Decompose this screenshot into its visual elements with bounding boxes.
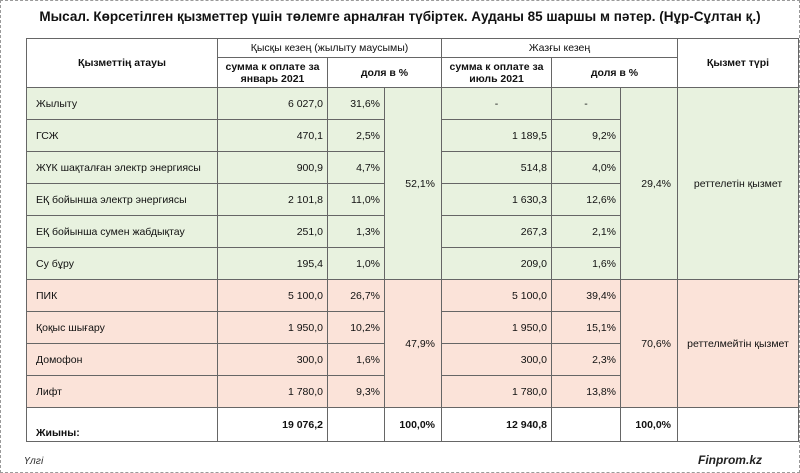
row-sum-jan: 1 780,0 [217, 375, 328, 408]
regulated-share-jan-total: 52,1% [383, 87, 443, 280]
header-winter-period: Қысқы кезең (жылыту маусымы) [216, 38, 443, 58]
total-row: Жиыны: 19 076,2 100,0% 12 940,8 100,0% [26, 407, 800, 442]
row-sum-jan: 195,4 [217, 247, 328, 280]
header-service-name: Қызметтің атауы [26, 38, 218, 88]
total-empty-cell [327, 407, 385, 442]
row-name: Су бұру [26, 247, 218, 280]
header-sum-jul: сумма к оплате за июль 2021 [441, 57, 553, 88]
row-share-jan: 2,5% [327, 119, 385, 152]
row-name: ЖҮК шақталған электр энергиясы [26, 151, 218, 184]
row-share-jul: 1,6% [551, 247, 622, 280]
row-sum-jan: 2 101,8 [217, 183, 328, 216]
row-sum-jan: 900,9 [217, 151, 328, 184]
row-name: ЕҚ бойынша сумен жабдықтау [26, 215, 218, 248]
row-sum-jan: 470,1 [217, 119, 328, 152]
row-share-jan: 9,3% [327, 375, 385, 408]
row-share-jan: 31,6% [327, 87, 385, 120]
unregulated-service-type: реттелмейтін қызмет [677, 279, 800, 408]
table-row: ЖҮК шақталған электр энергиясы 900,9 4,7… [26, 151, 799, 184]
row-share-jul: 12,6% [551, 183, 622, 216]
total-sum-jul: 12 940,8 [441, 407, 553, 442]
table-row: Жылыту 6 027,0 31,6% 52,1% - - 29,4% рет… [26, 87, 800, 280]
row-sum-jul: 1 630,3 [441, 183, 553, 216]
row-sum-jan: 251,0 [217, 215, 328, 248]
row-sum-jul: 514,8 [441, 151, 553, 184]
row-sum-jan: 6 027,0 [217, 87, 328, 120]
row-name: Лифт [26, 375, 218, 408]
header-row-1: Қызметтің атауы Қысқы кезең (жылыту маус… [26, 38, 800, 88]
row-sum-jul: 1 950,0 [441, 311, 553, 344]
row-name: ЕҚ бойынша электр энергиясы [26, 183, 218, 216]
row-share-jan: 1,3% [327, 215, 385, 248]
row-share-jan: 4,7% [327, 151, 385, 184]
row-sum-jul: - [441, 87, 553, 120]
header-share-jul: доля в % [551, 57, 679, 88]
row-share-jan: 26,7% [327, 279, 385, 312]
row-share-jul: 4,0% [551, 151, 622, 184]
regulated-share-jul-total: 29,4% [620, 87, 679, 280]
row-share-jul: 15,1% [551, 311, 622, 344]
row-sum-jul: 1 189,5 [441, 119, 553, 152]
row-share-jan: 1,6% [327, 343, 385, 376]
row-sum-jan: 300,0 [217, 343, 328, 376]
header-share-jan: доля в % [326, 57, 443, 88]
page-title: Мысал. Көрсетілген қызметтер үшін төлемг… [39, 9, 761, 24]
row-share-jul: 13,8% [551, 375, 622, 408]
row-sum-jul: 267,3 [441, 215, 553, 248]
receipt-table: Қызметтің атауы Қысқы кезең (жылыту маус… [26, 38, 800, 442]
row-share-jul: - [551, 87, 622, 120]
unregulated-share-jul-total: 70,6% [620, 279, 679, 408]
row-sum-jul: 209,0 [441, 247, 553, 280]
row-sum-jul: 1 780,0 [441, 375, 553, 408]
total-share-jan: 100,0% [383, 407, 443, 442]
row-sum-jan: 5 100,0 [217, 279, 328, 312]
sample-note: Үлгі [24, 455, 44, 467]
row-share-jul: 2,1% [551, 215, 622, 248]
row-name: Домофон [26, 343, 218, 376]
header-summer-period: Жазғы кезең [441, 38, 679, 58]
table-row: Домофон 300,0 1,6% 300,0 2,3% [26, 343, 799, 376]
row-name: Жылыту [26, 87, 218, 120]
row-sum-jul: 5 100,0 [441, 279, 553, 312]
row-name: ГСЖ [26, 119, 218, 152]
total-empty-cell [677, 407, 800, 442]
unregulated-share-jan-total: 47,9% [383, 279, 443, 408]
row-share-jan: 11,0% [327, 183, 385, 216]
row-share-jul: 39,4% [551, 279, 622, 312]
table-row: Лифт 1 780,0 9,3% 1 780,0 13,8% [26, 375, 799, 408]
header-service-type: Қызмет түрі [677, 38, 800, 88]
regulated-service-type: реттелетін қызмет [677, 87, 800, 280]
row-sum-jul: 300,0 [441, 343, 553, 376]
header-sum-jan: сумма к оплате за январь 2021 [217, 57, 328, 88]
total-sum-jan: 19 076,2 [217, 407, 328, 442]
row-share-jul: 9,2% [551, 119, 622, 152]
row-share-jan: 1,0% [327, 247, 385, 280]
row-share-jan: 10,2% [327, 311, 385, 344]
brand-logo: Finprom.kz [697, 453, 762, 467]
total-share-jul: 100,0% [620, 407, 679, 442]
table-row: Қоқыс шығару 1 950,0 10,2% 1 950,0 15,1% [26, 311, 799, 344]
table-row: ГСЖ 470,1 2,5% 1 189,5 9,2% [26, 119, 799, 152]
row-name: Қоқыс шығару [26, 311, 218, 344]
row-share-jul: 2,3% [551, 343, 622, 376]
table-row: ПИК 5 100,0 26,7% 47,9% 5 100,0 39,4% 70… [26, 279, 800, 408]
row-name: ПИК [26, 279, 218, 312]
row-sum-jan: 1 950,0 [217, 311, 328, 344]
total-label: Жиыны: [26, 407, 218, 442]
total-empty-cell [551, 407, 622, 442]
